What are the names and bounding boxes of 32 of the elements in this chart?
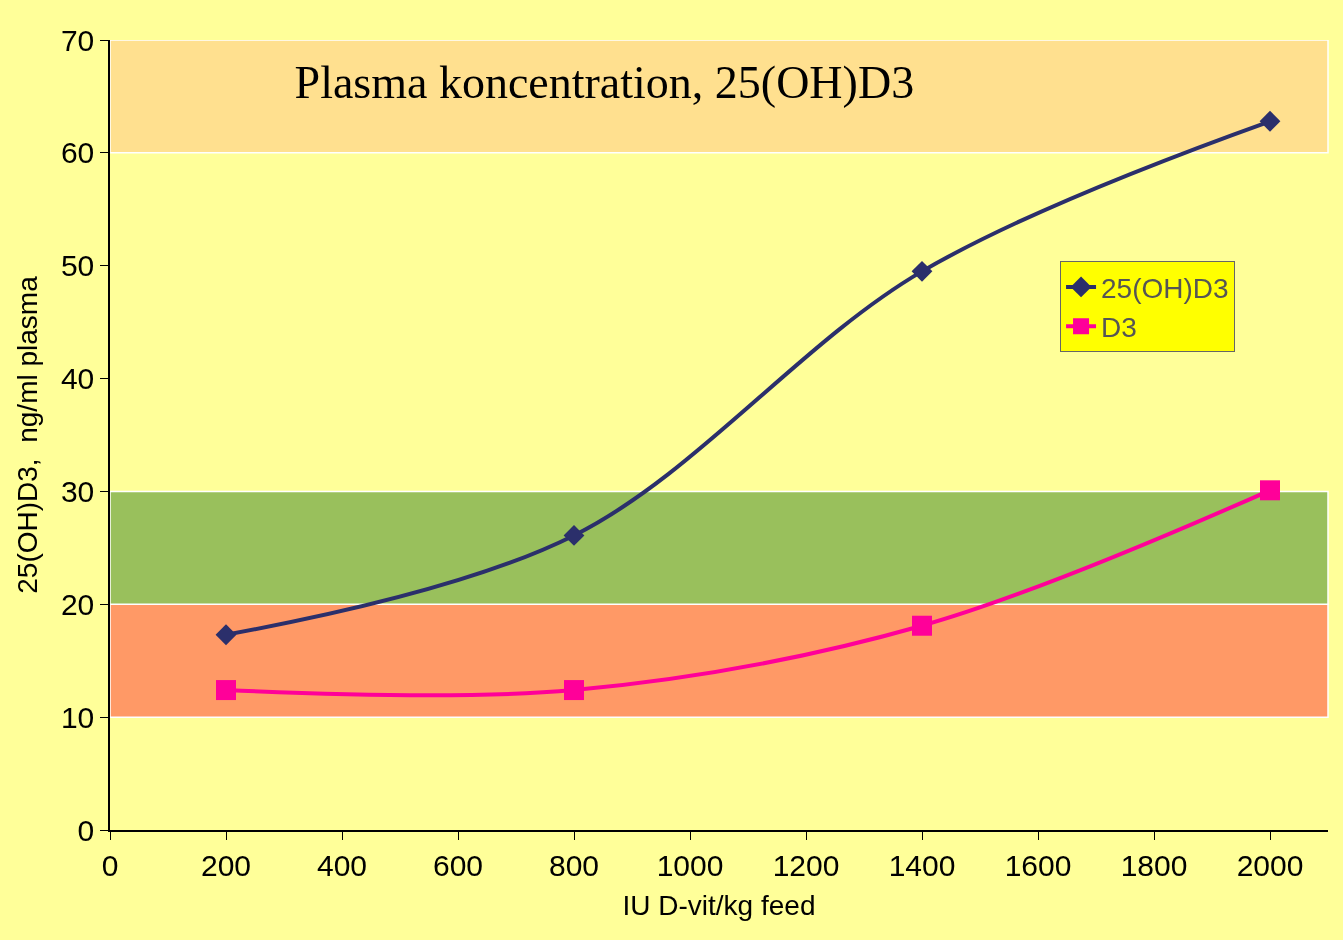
legend-label: 25(OH)D3 xyxy=(1101,272,1229,304)
point xyxy=(1260,480,1280,501)
y-tick-label: 40 xyxy=(60,362,95,396)
y-tick-label: 10 xyxy=(60,700,95,734)
point xyxy=(563,525,585,546)
y-tick-label: 30 xyxy=(60,474,95,508)
y-tick-label: 0 xyxy=(77,813,95,847)
x-tick-label: 0 xyxy=(101,848,119,882)
point xyxy=(912,615,932,636)
legend-label: D3 xyxy=(1101,312,1137,344)
x-tick-label: 1000 xyxy=(656,848,724,882)
y-tick-label: 60 xyxy=(60,136,95,170)
point xyxy=(911,260,933,282)
x-tick-label: 200 xyxy=(200,848,252,882)
point xyxy=(564,680,584,701)
point xyxy=(1259,110,1281,132)
x-tick-label: 1200 xyxy=(772,848,840,882)
y-axis-title: 25(OH)D3, ng/ml plasma xyxy=(12,275,44,594)
y-tick-label: 50 xyxy=(60,249,95,283)
x-tick-label: 400 xyxy=(316,848,368,882)
y-tick-label: 70 xyxy=(60,23,95,57)
x-tick-label: 1800 xyxy=(1120,848,1188,882)
x-tick-label: 1400 xyxy=(888,848,956,882)
x-axis-title: IU D-vit/kg feed xyxy=(622,890,816,922)
y-tick-label: 20 xyxy=(60,587,95,621)
point xyxy=(215,624,237,646)
x-tick-label: 800 xyxy=(548,848,600,882)
x-tick-label: 1600 xyxy=(1004,848,1072,882)
x-tick-label: 2000 xyxy=(1236,848,1304,882)
chart-title: Plasma koncentration, 25(OH)D3 xyxy=(294,57,915,108)
point xyxy=(216,680,236,701)
x-tick-label: 600 xyxy=(432,848,484,882)
